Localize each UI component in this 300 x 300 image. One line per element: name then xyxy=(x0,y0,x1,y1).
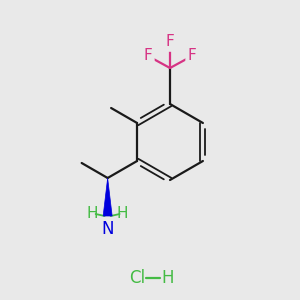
Text: H: H xyxy=(162,269,174,287)
Text: F: F xyxy=(188,49,196,64)
Text: F: F xyxy=(166,34,174,50)
Text: F: F xyxy=(144,49,152,64)
Text: Cl: Cl xyxy=(129,269,145,287)
Text: N: N xyxy=(101,220,114,238)
Text: H: H xyxy=(117,206,128,220)
Polygon shape xyxy=(103,178,112,216)
Text: H: H xyxy=(87,206,98,220)
